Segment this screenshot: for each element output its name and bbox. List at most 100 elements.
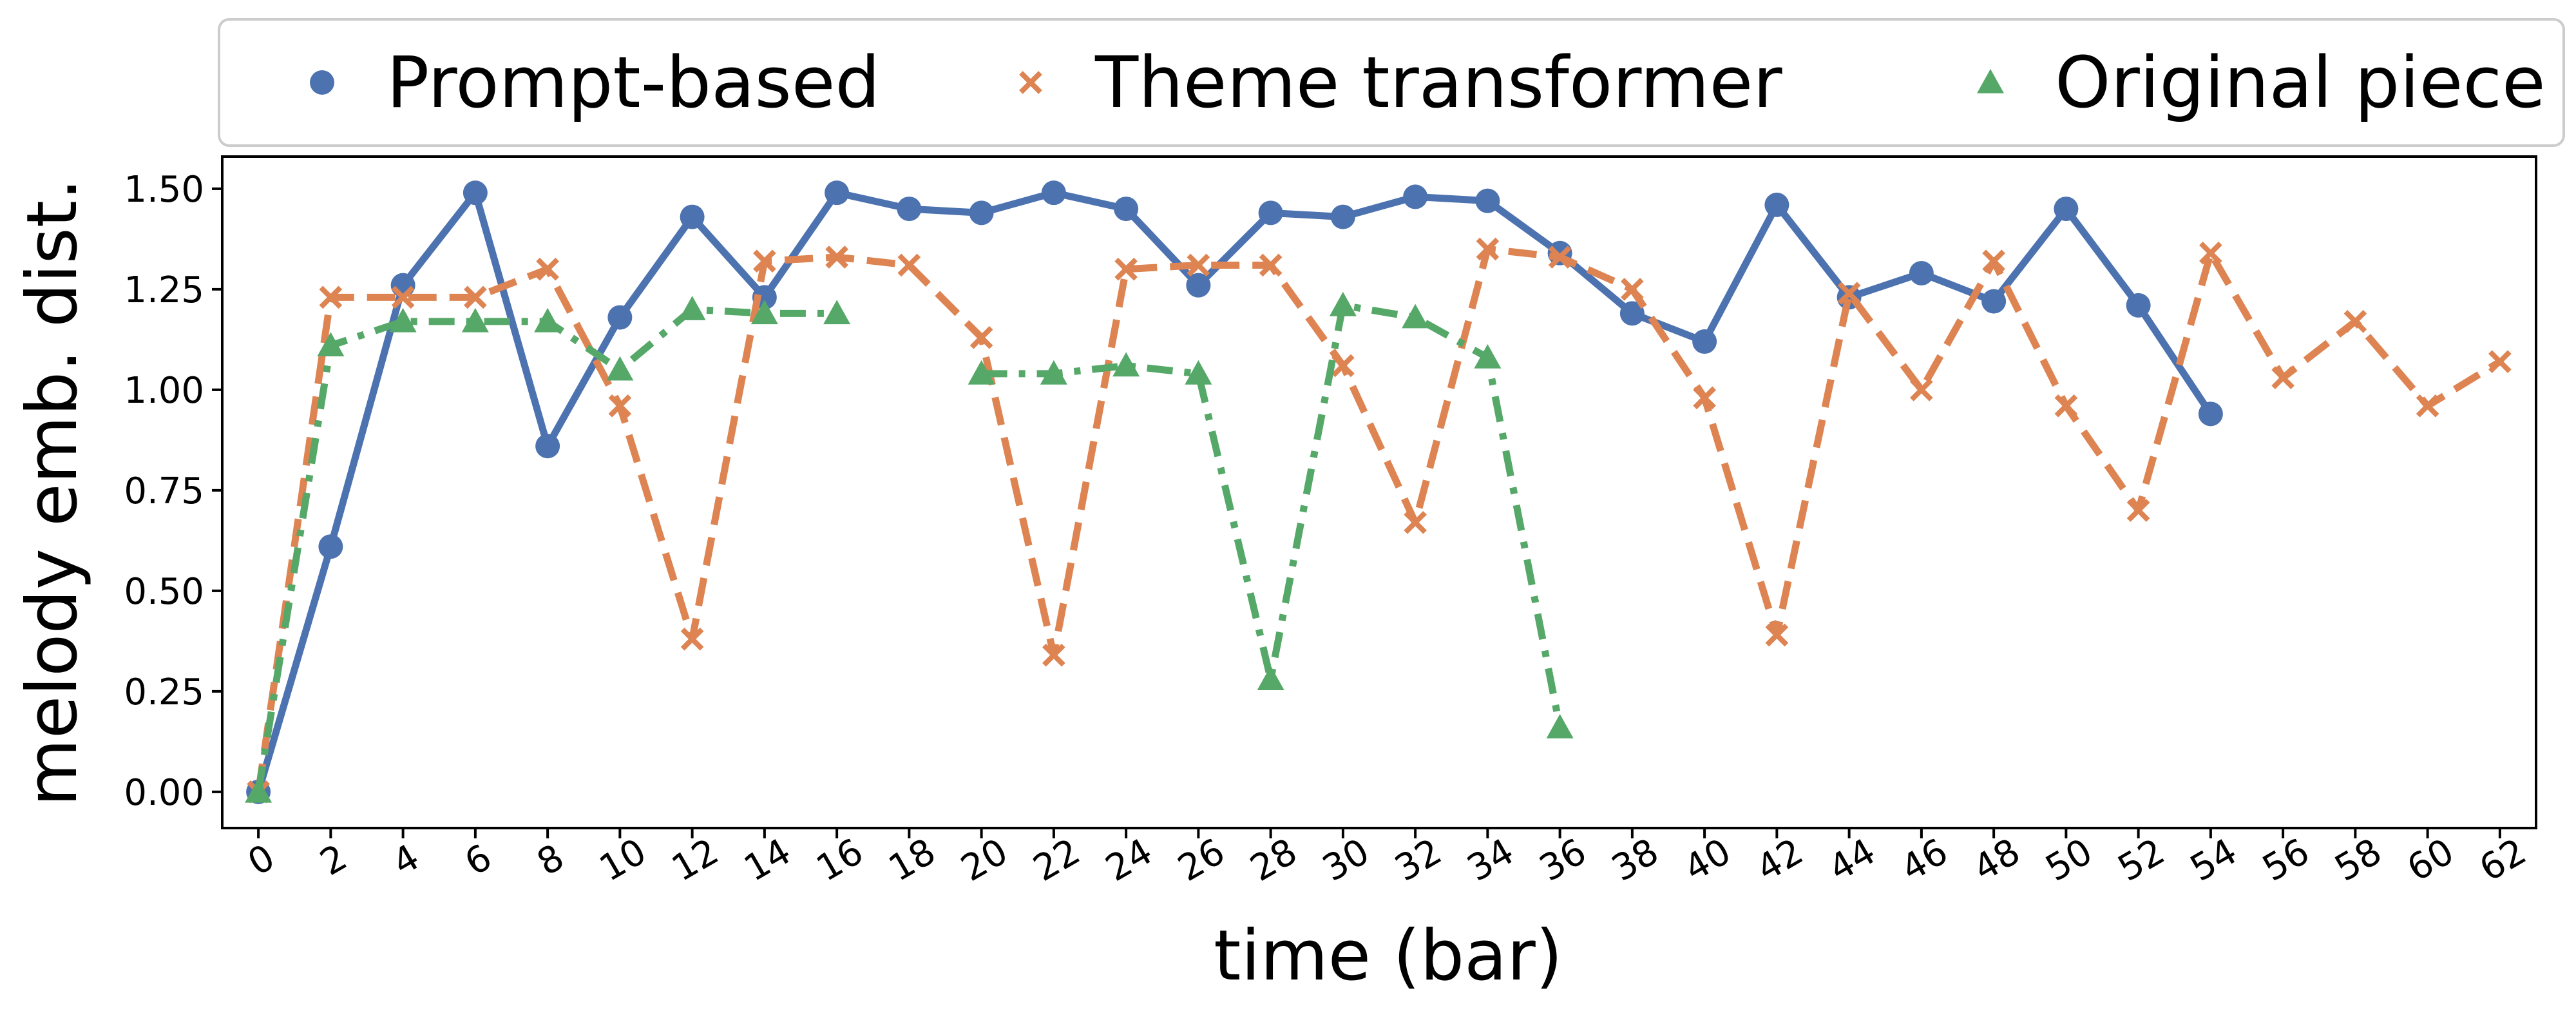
data-point-prompt-based xyxy=(1692,329,1717,354)
data-point-prompt-based xyxy=(2054,197,2079,222)
legend-marker-prompt-based xyxy=(310,70,334,95)
data-point-theme-transformer xyxy=(897,253,921,277)
x-tick-label: 30 xyxy=(1316,831,1377,890)
x-tick-label: 58 xyxy=(2328,831,2389,890)
data-point-theme-transformer xyxy=(2416,394,2439,418)
data-point-theme-transformer xyxy=(1765,623,1789,647)
data-point-prompt-based xyxy=(1330,204,1355,229)
data-point-original-piece xyxy=(606,356,634,381)
legend-entry-prompt-based: Prompt-based xyxy=(310,41,880,124)
data-point-theme-transformer xyxy=(1693,386,1716,410)
data-point-theme-transformer xyxy=(2126,499,2150,522)
x-tick-label: 22 xyxy=(1027,831,1087,890)
data-point-original-piece xyxy=(461,307,489,333)
data-point-theme-transformer xyxy=(2199,241,2222,265)
series-line-original-piece xyxy=(254,305,837,793)
x-tick-label: 62 xyxy=(2473,831,2533,890)
data-point-prompt-based xyxy=(2198,401,2223,427)
x-axis-title: time (bar) xyxy=(1214,916,1563,996)
data-point-prompt-based xyxy=(897,197,922,222)
data-point-theme-transformer xyxy=(464,285,487,309)
data-point-prompt-based xyxy=(463,180,488,206)
data-point-original-piece xyxy=(1040,360,1067,385)
data-point-prompt-based xyxy=(2126,293,2151,318)
data-point-theme-transformer xyxy=(1404,510,1427,534)
series-line-original-piece xyxy=(981,302,1564,729)
data-point-original-piece xyxy=(1402,304,1429,329)
y-tick-label: 1.00 xyxy=(124,370,204,412)
data-point-theme-transformer xyxy=(319,285,343,309)
x-tick-label: 46 xyxy=(1894,831,1955,890)
y-axis: 0.00 0.25 0.50 0.75 1.00 1.25 1.50 xyxy=(124,169,222,814)
data-point-theme-transformer xyxy=(680,627,704,651)
y-tick-label: 0.75 xyxy=(124,470,204,512)
y-tick-label: 1.50 xyxy=(124,169,204,211)
data-point-theme-transformer xyxy=(1259,253,1283,277)
data-point-theme-transformer xyxy=(2343,309,2367,333)
data-point-original-piece xyxy=(534,307,562,333)
x-tick-label: 54 xyxy=(2184,831,2244,890)
plot-area-frame xyxy=(221,155,2537,829)
data-point-prompt-based xyxy=(1981,289,2007,314)
data-point-original-piece xyxy=(968,360,995,385)
data-point-original-piece xyxy=(823,300,851,325)
x-tick-label: 60 xyxy=(2400,831,2461,890)
x-axis: 0 2 4 6 8 10 12 14 16 18 20 22 24 26 28 30 32 34 36 38 40 42 4… xyxy=(241,828,2533,890)
data-point-prompt-based xyxy=(1909,260,1934,285)
data-point-original-piece xyxy=(389,307,417,333)
data-point-theme-transformer xyxy=(825,246,848,269)
data-point-prompt-based xyxy=(1619,301,1645,326)
data-point-theme-transformer xyxy=(536,257,559,281)
x-tick-label: 48 xyxy=(1967,831,2027,890)
series-layer xyxy=(245,180,2512,804)
data-point-prompt-based xyxy=(607,305,633,330)
series-theme-transformer xyxy=(247,237,2512,804)
data-point-original-piece xyxy=(678,296,706,320)
data-point-original-piece xyxy=(1112,352,1140,377)
data-point-prompt-based xyxy=(318,534,343,559)
data-point-original-piece xyxy=(317,332,345,357)
data-point-original-piece xyxy=(750,300,778,325)
data-point-theme-transformer xyxy=(608,394,632,418)
legend-label-theme-transformer: Theme transformer xyxy=(1094,41,1782,124)
data-point-prompt-based xyxy=(1114,197,1139,222)
legend: Prompt-based Theme transformer Original pi… xyxy=(218,18,2565,147)
x-tick-label: 40 xyxy=(1677,831,1738,890)
y-tick-label: 0.00 xyxy=(124,772,204,814)
x-tick-label: 16 xyxy=(810,831,870,890)
data-point-original-piece xyxy=(1546,714,1574,738)
x-tick-label: 34 xyxy=(1460,831,1521,890)
x-tick-label: 26 xyxy=(1171,831,1232,890)
legend-entry-original-piece: Original piece xyxy=(1977,41,2546,124)
data-point-theme-transformer xyxy=(753,249,776,273)
x-tick-label: 10 xyxy=(593,831,653,890)
x-tick-label: 42 xyxy=(1750,831,1810,890)
x-tick-label: 52 xyxy=(2111,831,2171,890)
data-point-prompt-based xyxy=(1258,200,1283,226)
data-point-prompt-based xyxy=(969,200,994,226)
y-tick-label: 0.25 xyxy=(124,671,204,713)
data-point-theme-transformer xyxy=(2054,394,2078,418)
data-point-prompt-based xyxy=(1764,192,1789,217)
legend-marker-theme-transformer xyxy=(1019,71,1042,94)
x-tick-label: 50 xyxy=(2039,831,2099,890)
x-tick-label: 14 xyxy=(738,831,798,890)
y-tick-label: 0.50 xyxy=(124,571,204,613)
x-tick-label: 4 xyxy=(386,836,426,884)
x-tick-label: 24 xyxy=(1099,831,1159,890)
data-point-theme-transformer xyxy=(1910,378,1933,401)
data-point-prompt-based xyxy=(1186,273,1211,298)
data-point-prompt-based xyxy=(1475,188,1500,213)
data-point-original-piece xyxy=(245,778,272,803)
x-tick-label: 0 xyxy=(241,836,281,884)
x-tick-label: 38 xyxy=(1605,831,1666,890)
x-tick-label: 12 xyxy=(665,831,725,890)
data-point-prompt-based xyxy=(825,180,850,206)
data-point-theme-transformer xyxy=(1548,246,1572,269)
series-original-piece xyxy=(245,291,1574,803)
y-axis-title: melody emb. dist. xyxy=(12,178,93,807)
data-point-original-piece xyxy=(1257,666,1284,690)
series-line-theme-transformer xyxy=(254,246,2502,793)
data-point-prompt-based xyxy=(535,434,560,459)
